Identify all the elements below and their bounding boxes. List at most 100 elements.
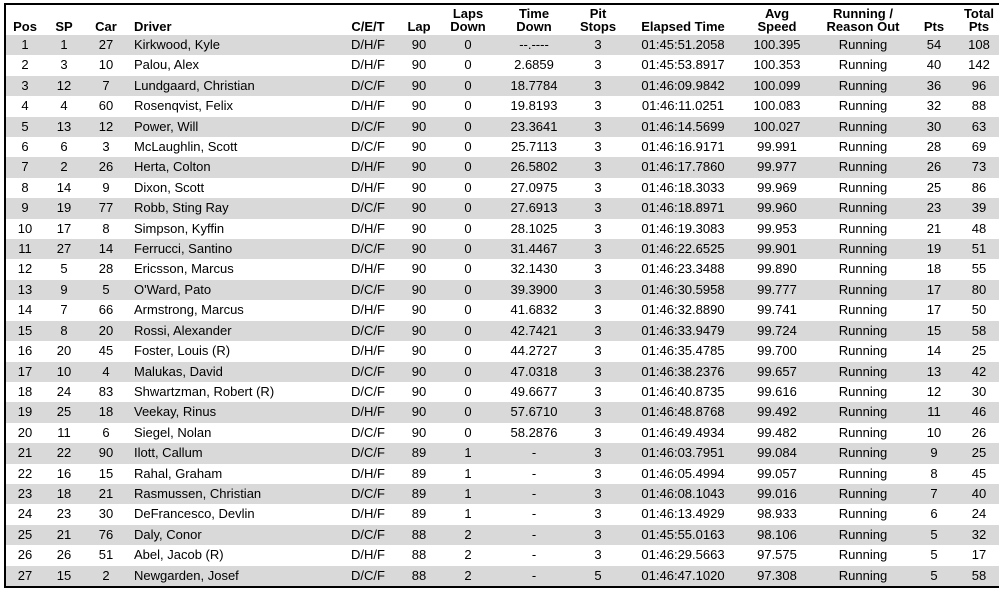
cell-pit-stops: 3 bbox=[571, 463, 625, 484]
cell-laps-down: 0 bbox=[439, 341, 497, 362]
column-header-car[interactable]: Car bbox=[84, 4, 128, 35]
cell-pts: 26 bbox=[913, 157, 955, 178]
cell-elapsed: 01:46:05.4994 bbox=[625, 463, 741, 484]
cell-running: Running bbox=[813, 239, 913, 260]
cell-sp: 6 bbox=[44, 137, 84, 158]
column-header-cet[interactable]: C/E/T bbox=[337, 4, 399, 35]
cell-laps-down: 1 bbox=[439, 483, 497, 505]
table-row[interactable]: 8 14 9 Dixon, Scott D/H/F 90 0 27.0975 3 01:46:18… bbox=[5, 177, 999, 199]
column-header-total-pts[interactable]: Total Pts bbox=[955, 4, 999, 35]
column-header-pit-stops[interactable]: Pit Stops bbox=[571, 4, 625, 35]
cell-running: Running bbox=[813, 116, 913, 138]
column-header-pts[interactable]: Pts bbox=[913, 4, 955, 35]
table-row[interactable]: 10 17 8 Simpson, Kyffin D/H/F 90 0 28.1025 3 01:4… bbox=[5, 218, 999, 240]
cell-car: 21 bbox=[84, 483, 128, 505]
cell-cet: D/C/F bbox=[337, 137, 399, 158]
column-header-line2: Stops bbox=[579, 19, 617, 34]
cell-cet: D/H/F bbox=[337, 177, 399, 199]
column-header-line2: Pos bbox=[13, 19, 37, 34]
table-row[interactable]: 14 7 66 Armstrong, Marcus D/H/F 90 0 41.6832 3 01… bbox=[5, 300, 999, 321]
cell-running: Running bbox=[813, 198, 913, 219]
table-row[interactable]: 25 21 76 Daly, Conor D/C/F 88 2-3 01:45:55.0163… bbox=[5, 524, 999, 546]
column-header-running[interactable]: Running / Reason Out bbox=[813, 4, 913, 35]
cell-total-pts: 30 bbox=[955, 381, 999, 403]
table-row[interactable]: 1 1 27 Kirkwood, Kyle D/H/F 90 0 --.---- 3 01:45:… bbox=[5, 35, 999, 56]
cell-avg-speed: 99.777 bbox=[741, 279, 813, 301]
cell-laps-down: 2 bbox=[439, 545, 497, 566]
cell-pos: 20 bbox=[5, 422, 44, 444]
column-header-line2: Lap bbox=[407, 19, 431, 34]
cell-running: Running bbox=[813, 463, 913, 484]
cell-time-down: --.---- bbox=[497, 35, 571, 56]
table-row[interactable]: 5 13 12 Power, Will D/C/F 90 0 23.3641 3 01:46:14… bbox=[5, 116, 999, 138]
cell-lap: 90 bbox=[399, 35, 439, 56]
column-header-sp[interactable]: SP bbox=[44, 4, 84, 35]
table-row[interactable]: 13 9 5 O'Ward, Pato D/C/F 90 0 39.3900 3 01:46:30… bbox=[5, 279, 999, 301]
cell-laps-down: 0 bbox=[439, 239, 497, 260]
cell-elapsed: 01:46:23.3488 bbox=[625, 259, 741, 280]
cell-car: 14 bbox=[84, 239, 128, 260]
cell-driver: Abel, Jacob (R) bbox=[128, 545, 337, 566]
cell-driver: Ferrucci, Santino bbox=[128, 239, 337, 260]
cell-time-down: 47.0318 bbox=[497, 361, 571, 382]
cell-lap: 89 bbox=[399, 463, 439, 484]
table-row[interactable]: 17 10 4 Malukas, David D/C/F 90 0 47.0318 3 01:46… bbox=[5, 361, 999, 382]
column-header-driver[interactable]: Driver bbox=[128, 4, 337, 35]
column-header-line2: Driver bbox=[134, 19, 172, 34]
cell-pit-stops: 3 bbox=[571, 198, 625, 219]
column-header-time-down[interactable]: Time Down bbox=[497, 4, 571, 35]
cell-total-pts: 51 bbox=[955, 239, 999, 260]
table-row[interactable]: 22 16 15 Rahal, Graham D/H/F 89 1-3 01:46:05.49… bbox=[5, 463, 999, 484]
cell-car: 30 bbox=[84, 504, 128, 525]
cell-laps-down: 0 bbox=[439, 177, 497, 199]
table-row[interactable]: 4 4 60 Rosenqvist, Felix D/H/F 90 0 19.8193 3 01:… bbox=[5, 96, 999, 117]
cell-driver: DeFrancesco, Devlin bbox=[128, 504, 337, 525]
cell-driver: Ericsson, Marcus bbox=[128, 259, 337, 280]
cell-pts: 13 bbox=[913, 361, 955, 382]
table-row[interactable]: 2 3 10 Palou, Alex D/H/F 90 0 2.6859 3 01:45:53.8… bbox=[5, 55, 999, 76]
cell-sp: 5 bbox=[44, 259, 84, 280]
column-header-lap[interactable]: Lap bbox=[399, 4, 439, 35]
cell-driver: Palou, Alex bbox=[128, 55, 337, 76]
table-row[interactable]: 15 8 20 Rossi, Alexander D/C/F 90 0 42.7421 3 01:… bbox=[5, 320, 999, 342]
table-row[interactable]: 27 15 2 Newgarden, Josef D/C/F 88 2-5 01:46:47.… bbox=[5, 565, 999, 587]
cell-cet: D/H/F bbox=[337, 504, 399, 525]
cell-avg-speed: 98.933 bbox=[741, 504, 813, 525]
table-row[interactable]: 23 18 21 Rasmussen, Christian D/C/F 89 1-3 01:4… bbox=[5, 483, 999, 505]
table-row[interactable]: 24 23 30 DeFrancesco, Devlin D/H/F 89 1-3 01:46… bbox=[5, 504, 999, 525]
cell-sp: 15 bbox=[44, 565, 84, 587]
table-row[interactable]: 20 11 6 Siegel, Nolan D/C/F 90 0 58.2876 3 01:46:… bbox=[5, 422, 999, 444]
cell-cet: D/C/F bbox=[337, 361, 399, 382]
cell-cet: D/H/F bbox=[337, 35, 399, 56]
cell-time-down: 42.7421 bbox=[497, 320, 571, 342]
table-row[interactable]: 21 22 90 Ilott, Callum D/C/F 89 1-3 01:46:03.79… bbox=[5, 443, 999, 464]
cell-laps-down: 0 bbox=[439, 96, 497, 117]
cell-laps-down: 1 bbox=[439, 443, 497, 464]
column-header-laps-down[interactable]: Laps Down bbox=[439, 4, 497, 35]
table-row[interactable]: 19 25 18 Veekay, Rinus D/H/F 90 0 57.6710 3 01:46… bbox=[5, 402, 999, 423]
column-header-avg-speed[interactable]: Avg Speed bbox=[741, 4, 813, 35]
table-row[interactable]: 9 19 77 Robb, Sting Ray D/C/F 90 0 27.6913 3 01:4… bbox=[5, 198, 999, 219]
column-header-pos[interactable]: Pos bbox=[5, 4, 44, 35]
table-row[interactable]: 7 2 26 Herta, Colton D/H/F 90 0 26.5802 3 01:46:1… bbox=[5, 157, 999, 178]
cell-avg-speed: 97.575 bbox=[741, 545, 813, 566]
table-row[interactable]: 3 12 7 Lundgaard, Christian D/C/F 90 0 18.7784 3… bbox=[5, 75, 999, 97]
cell-laps-down: 0 bbox=[439, 218, 497, 240]
cell-sp: 24 bbox=[44, 381, 84, 403]
cell-elapsed: 01:45:51.2058 bbox=[625, 35, 741, 56]
column-header-elapsed[interactable]: Elapsed Time bbox=[625, 4, 741, 35]
cell-driver: Shwartzman, Robert (R) bbox=[128, 381, 337, 403]
table-row[interactable]: 11 27 14 Ferrucci, Santino D/C/F 90 0 31.4467 3 0… bbox=[5, 239, 999, 260]
cell-pos: 8 bbox=[5, 177, 44, 199]
table-row[interactable]: 12 5 28 Ericsson, Marcus D/H/F 90 0 32.1430 3 01:… bbox=[5, 259, 999, 280]
cell-car: 12 bbox=[84, 116, 128, 138]
cell-time-down: - bbox=[497, 565, 571, 587]
cell-car: 45 bbox=[84, 341, 128, 362]
cell-pit-stops: 3 bbox=[571, 96, 625, 117]
table-row[interactable]: 26 26 51 Abel, Jacob (R) D/H/F 88 2-3 01:46:29.… bbox=[5, 545, 999, 566]
table-row[interactable]: 16 20 45 Foster, Louis (R) D/H/F 90 0 44.2727 3 0… bbox=[5, 341, 999, 362]
cell-total-pts: 25 bbox=[955, 341, 999, 362]
cell-cet: D/H/F bbox=[337, 300, 399, 321]
table-row[interactable]: 6 6 3 McLaughlin, Scott D/C/F 90 0 25.7113 3 01:4… bbox=[5, 137, 999, 158]
table-row[interactable]: 18 24 83 Shwartzman, Robert (R) D/C/F 90 0 49.6… bbox=[5, 381, 999, 403]
